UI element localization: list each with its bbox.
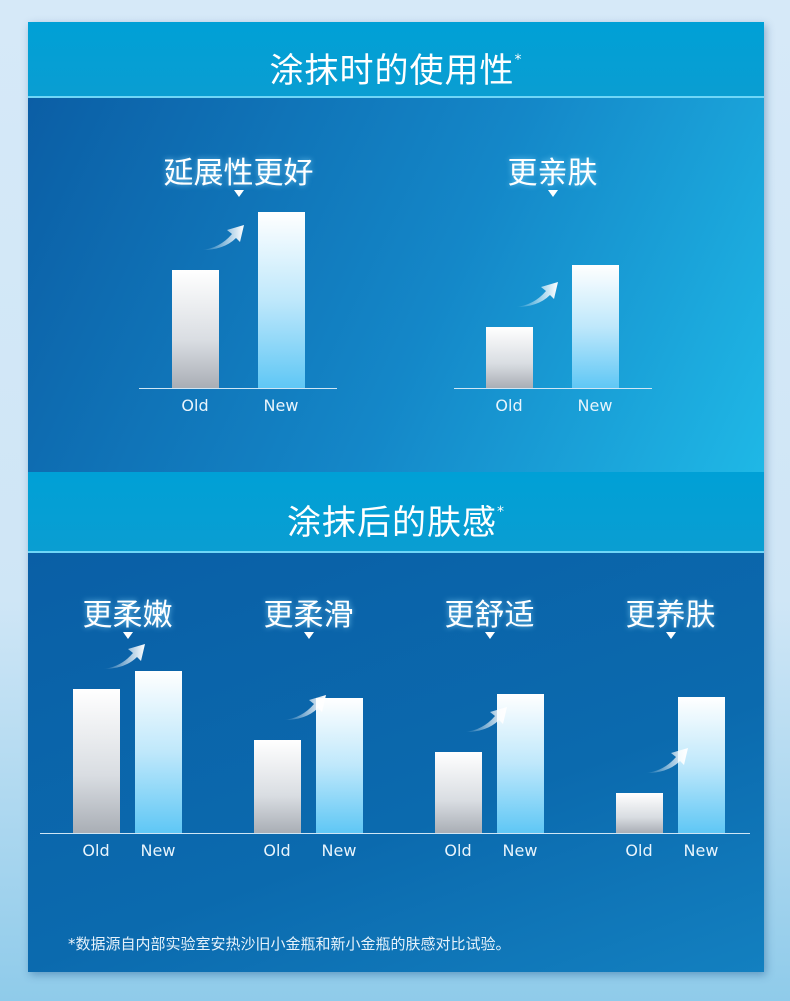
x-tick-label: Old: [263, 841, 291, 860]
chart-title: 更柔滑: [263, 598, 354, 633]
up-right-arrow-icon: [463, 704, 511, 740]
x-axis-line: [454, 388, 652, 389]
up-right-arrow-icon: [101, 641, 149, 677]
bar-new: [316, 698, 363, 833]
x-axis-line: [139, 388, 337, 389]
chart-title: 延展性更好: [163, 156, 314, 191]
down-triangle-icon: [233, 190, 244, 197]
bar-new: [678, 697, 725, 833]
bar-old: [486, 327, 533, 388]
x-tick-label: Old: [495, 396, 523, 415]
up-right-arrow-icon: [200, 222, 248, 258]
usability-section: [28, 98, 764, 472]
section2-title: 涂抹后的肤感: [287, 503, 497, 543]
down-triangle-icon: [303, 632, 314, 639]
down-triangle-icon: [122, 632, 133, 639]
asterisk: *: [514, 52, 523, 68]
bar-new: [572, 265, 619, 388]
bar-new: [135, 671, 182, 833]
section1-header: 涂抹时的使用性*: [28, 22, 764, 98]
x-tick-label: Old: [444, 841, 472, 860]
chart-title: 更亲肤: [507, 156, 598, 191]
asterisk: *: [497, 504, 505, 520]
bar-new: [497, 694, 544, 833]
infographic-panel: 涂抹时的使用性* 涂抹后的肤感*: [28, 22, 764, 972]
x-tick-label: New: [683, 841, 719, 860]
x-tick-label: New: [263, 396, 299, 415]
chart-title: 更柔嫩: [82, 598, 173, 633]
section2-header: 涂抹后的肤感*: [28, 472, 764, 553]
x-tick-label: Old: [181, 396, 209, 415]
x-axis-line: [40, 833, 750, 834]
bar-new: [258, 212, 305, 388]
chart-title: 更养肤: [625, 598, 716, 633]
down-triangle-icon: [484, 632, 495, 639]
down-triangle-icon: [665, 632, 676, 639]
bar-old: [435, 752, 482, 833]
bar-old: [73, 689, 120, 833]
x-tick-label: Old: [625, 841, 653, 860]
section1-title: 涂抹时的使用性: [269, 51, 515, 91]
chart-title: 更舒适: [444, 598, 535, 633]
x-tick-label: New: [140, 841, 176, 860]
bar-old: [254, 740, 301, 833]
down-triangle-icon: [547, 190, 558, 197]
bar-old: [616, 793, 663, 833]
x-tick-label: New: [577, 396, 613, 415]
x-tick-label: Old: [82, 841, 110, 860]
up-right-arrow-icon: [644, 745, 692, 781]
footnote: *数据源自内部实验室安热沙旧小金瓶和新小金瓶的肤感对比试验。: [68, 935, 511, 953]
x-tick-label: New: [321, 841, 357, 860]
up-right-arrow-icon: [282, 692, 330, 728]
x-tick-label: New: [502, 841, 538, 860]
up-right-arrow-icon: [514, 279, 562, 315]
bar-old: [172, 270, 219, 388]
